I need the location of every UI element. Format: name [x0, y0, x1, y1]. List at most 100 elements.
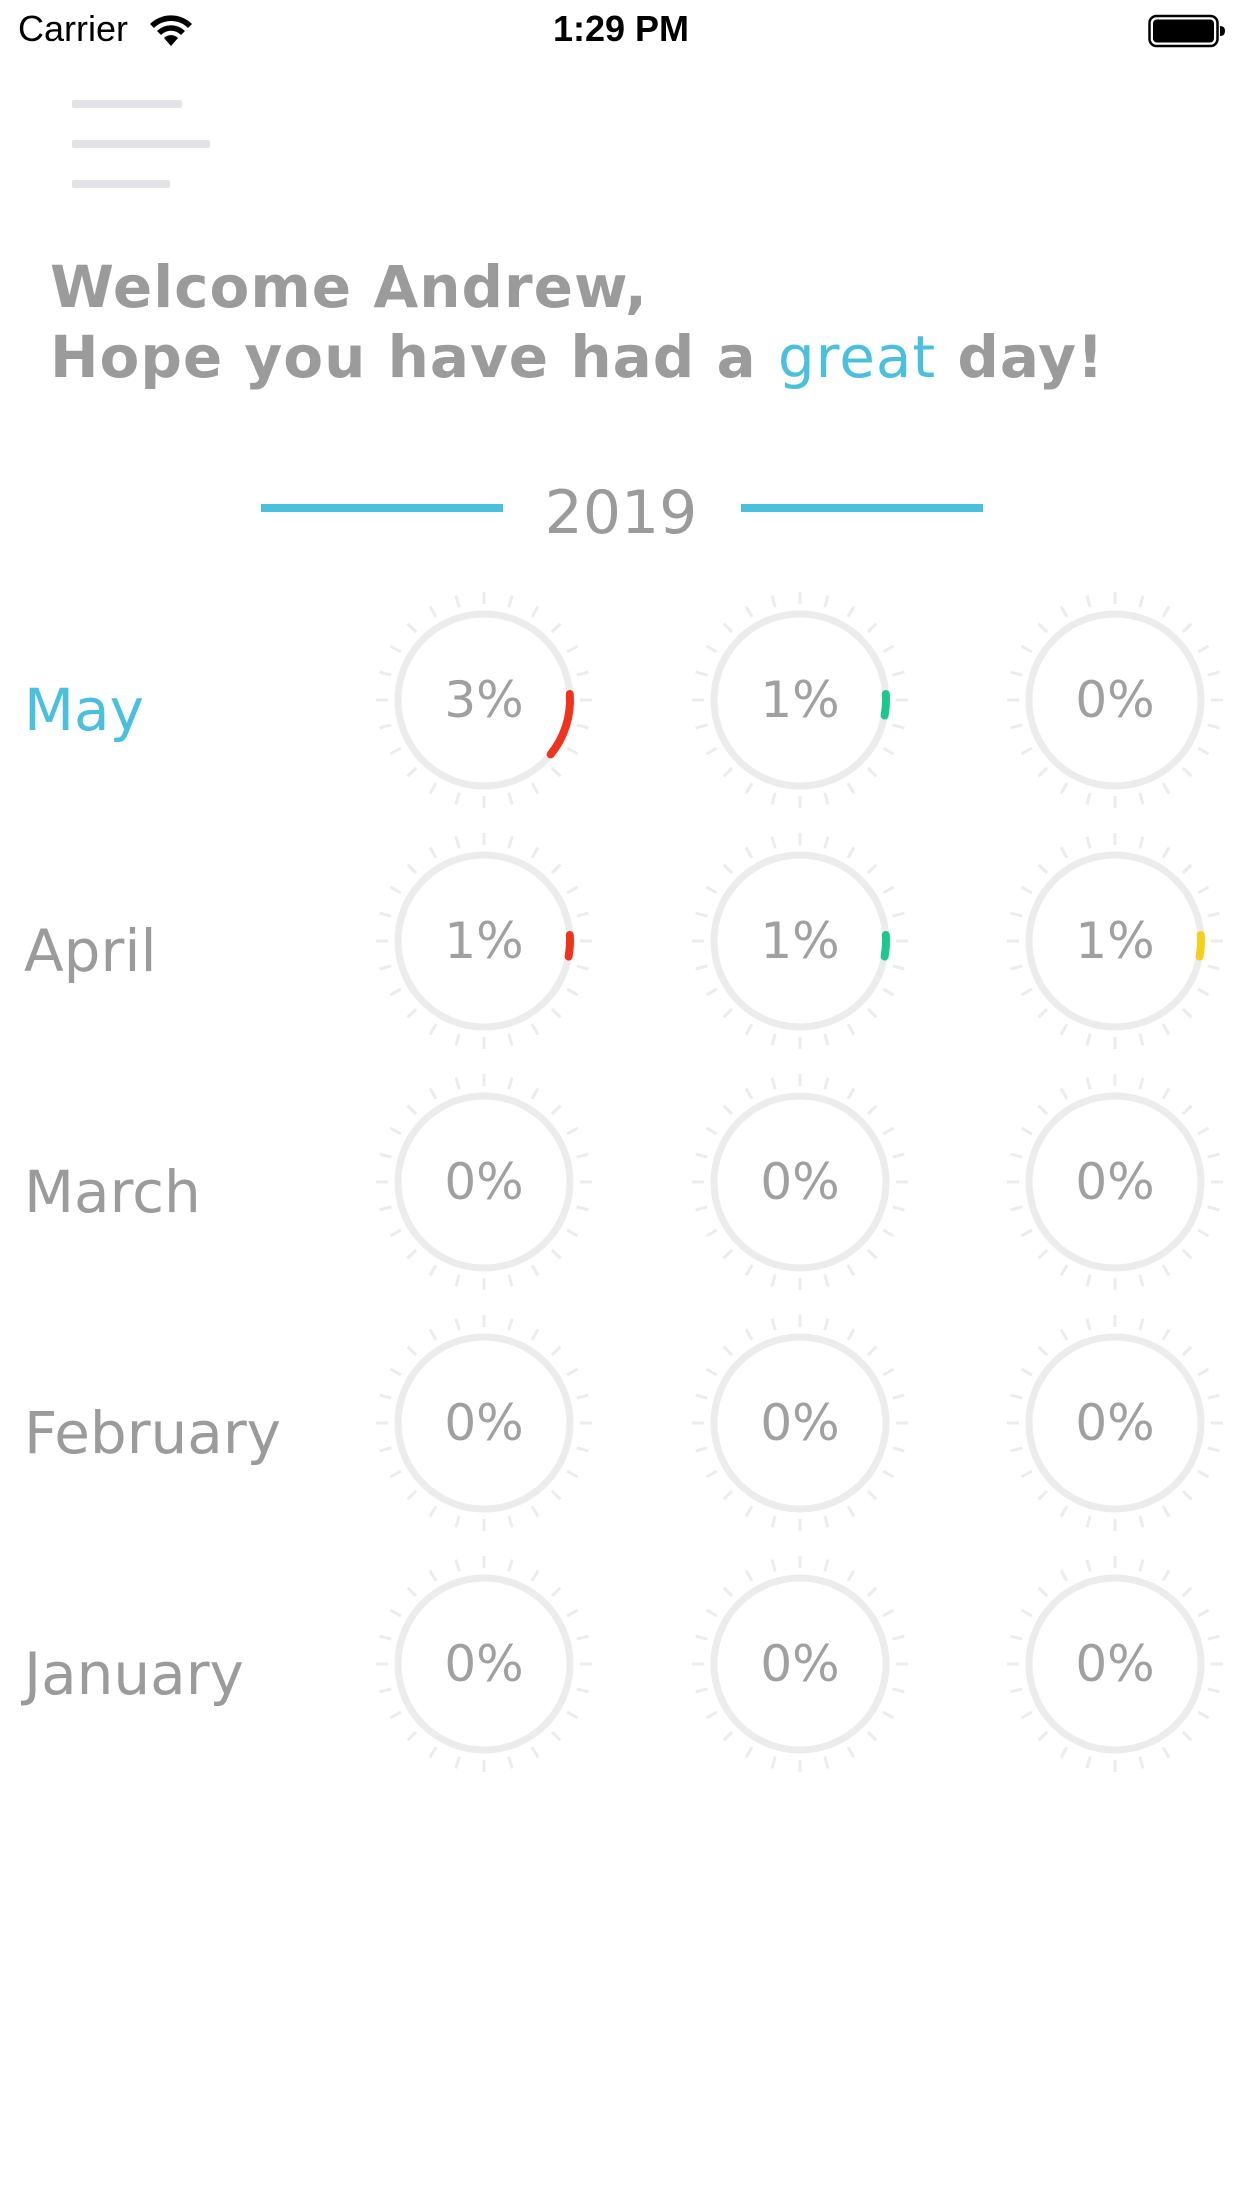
gauge-tick: [1020, 1126, 1033, 1136]
gauge-tick: [1207, 723, 1220, 730]
month-row-january: January 0% 0% 0%: [0, 1554, 1242, 1794]
gauge-ring: [376, 833, 592, 1049]
menu-button[interactable]: [60, 90, 220, 200]
gauge-tick: [866, 1104, 878, 1116]
gauge-tick: [566, 1469, 579, 1479]
month-label[interactable]: May: [24, 676, 144, 744]
month-label[interactable]: February: [24, 1399, 282, 1467]
gauge-tick: [892, 1393, 905, 1400]
progress-gauge[interactable]: 0%: [1005, 1313, 1225, 1533]
progress-gauge[interactable]: 0%: [1005, 590, 1225, 810]
gauge-ring: [692, 592, 908, 808]
gauge-tick: [1037, 1730, 1049, 1742]
progress-gauge[interactable]: 1%: [1005, 831, 1225, 1051]
gauge-tick: [379, 1152, 392, 1159]
progress-gauge[interactable]: 1%: [690, 590, 910, 810]
gauge-tick: [576, 1687, 589, 1694]
gauge-tick: [379, 1393, 392, 1400]
gauge-tick: [428, 605, 438, 618]
gauge-track: [1025, 1333, 1205, 1513]
gauge-tick: [454, 1318, 461, 1331]
year-label[interactable]: 2019: [544, 478, 698, 548]
gauge-tick: [695, 1393, 708, 1400]
gauge-tick: [866, 1345, 878, 1357]
gauge-tick: [389, 746, 402, 756]
gauge-tick: [1059, 782, 1069, 795]
progress-gauge[interactable]: 0%: [374, 1554, 594, 1774]
gauge-tick: [550, 1104, 562, 1116]
progress-gauge[interactable]: 3%: [374, 590, 594, 810]
month-label[interactable]: March: [24, 1158, 201, 1226]
gauge-tick: [1138, 1559, 1145, 1572]
gauge-tick: [823, 1033, 830, 1046]
gauge-tick: [882, 987, 895, 997]
year-divider-left: [261, 504, 503, 512]
gauge-tick: [846, 782, 856, 795]
gauge-tick: [1181, 1007, 1193, 1019]
gauge-tick: [1037, 1104, 1049, 1116]
gauge-tick: [866, 863, 878, 875]
gauge-track: [1025, 610, 1205, 790]
progress-gauge[interactable]: 0%: [690, 1072, 910, 1292]
gauge-tick: [823, 1756, 830, 1769]
gauge-tick: [722, 1007, 734, 1019]
gauge-tick: [1020, 1228, 1033, 1238]
gauge-tick: [428, 1087, 438, 1100]
gauge-tick: [1037, 622, 1049, 634]
gauge-tick: [406, 1007, 418, 1019]
gauge-percent-label: 1%: [444, 912, 524, 970]
gauge-tick: [1207, 670, 1220, 677]
gauge-tick: [1020, 1469, 1033, 1479]
month-label[interactable]: January: [24, 1640, 244, 1708]
gauge-percent-label: 1%: [760, 912, 840, 970]
gauge-tick: [530, 1505, 540, 1518]
gauge-tick: [507, 1515, 514, 1528]
gauge-tick: [576, 670, 589, 677]
progress-gauge[interactable]: 0%: [374, 1313, 594, 1533]
gauge-tick: [744, 1746, 754, 1759]
gauge-tick: [1207, 1393, 1220, 1400]
gauge-tick: [507, 595, 514, 608]
gauge-tick: [823, 792, 830, 805]
gauge-tick: [770, 1077, 777, 1090]
gauge-tick: [1197, 1367, 1210, 1377]
progress-gauge[interactable]: 0%: [374, 1072, 594, 1292]
gauge-tick: [1181, 863, 1193, 875]
gauge-track: [394, 1333, 574, 1513]
progress-gauge[interactable]: 1%: [690, 831, 910, 1051]
gauge-tick: [744, 605, 754, 618]
gauge-tick: [866, 1248, 878, 1260]
gauge-ring: [692, 1315, 908, 1531]
gauge-tick: [530, 1023, 540, 1036]
progress-gauge[interactable]: 0%: [1005, 1554, 1225, 1774]
progress-gauge[interactable]: 0%: [690, 1313, 910, 1533]
gauge-tick: [1138, 1318, 1145, 1331]
gauge-tick: [866, 1007, 878, 1019]
gauge-tick: [1010, 670, 1023, 677]
gauge-tick: [566, 1710, 579, 1720]
gauge-tick: [744, 1264, 754, 1277]
month-label[interactable]: April: [24, 917, 157, 985]
progress-gauge[interactable]: 0%: [1005, 1072, 1225, 1292]
gauge-tick: [379, 1634, 392, 1641]
progress-gauge[interactable]: 1%: [374, 831, 594, 1051]
gauge-tick: [722, 622, 734, 634]
gauge-tick: [1138, 792, 1145, 805]
gauge-progress-arc: [564, 931, 574, 961]
gauge-tick: [576, 1393, 589, 1400]
gauge-tick: [823, 1515, 830, 1528]
gauge-tick: [1010, 1634, 1023, 1641]
gauge-tick: [566, 746, 579, 756]
gauge-tick: [1181, 1489, 1193, 1501]
gauge-tick: [695, 1687, 708, 1694]
progress-gauge[interactable]: 0%: [690, 1554, 910, 1774]
gauge-tick: [1138, 1515, 1145, 1528]
gauge-tick: [770, 1515, 777, 1528]
gauge-track: [710, 1333, 890, 1513]
gauge-tick: [1138, 1077, 1145, 1090]
gauge-tick: [454, 836, 461, 849]
gauge-track: [710, 1092, 890, 1272]
gauge-ring: [1007, 1556, 1223, 1772]
gauge-tick: [1059, 1264, 1069, 1277]
gauge-tick: [705, 746, 718, 756]
